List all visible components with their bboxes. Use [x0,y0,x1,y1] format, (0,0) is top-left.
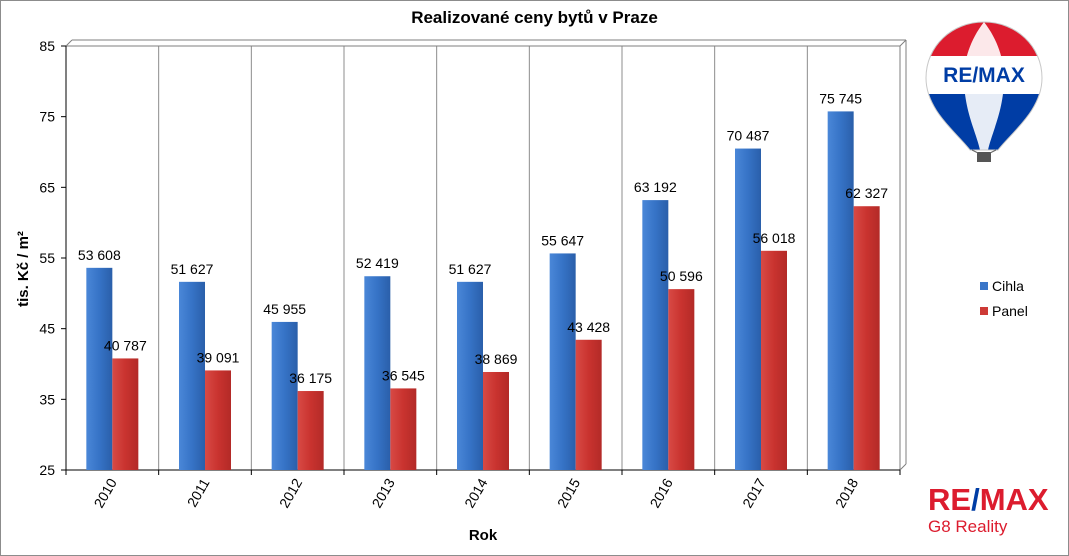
data-label-cihla: 45 955 [263,301,306,317]
y-axis-label: tis. Kč / m² [15,231,32,307]
x-tick-label: 2016 [646,475,676,510]
y-tick-label: 45 [39,321,55,337]
depth-edge-top-left [65,39,73,47]
depth-edge-top-right [899,39,907,47]
data-label-panel: 56 018 [753,230,796,246]
bar-panel-2018 [853,206,880,470]
data-label-panel: 39 091 [197,349,240,365]
depth-edge-bottom-right [899,463,907,471]
bar-panel-2010 [112,358,139,470]
bar-cihla-2016 [642,200,669,470]
legend-swatch-cihla [980,281,988,290]
bar-panel-2016 [668,289,695,470]
y-tick-label: 75 [39,109,55,125]
data-label-cihla: 63 192 [634,179,677,195]
bar-cihla-2011 [179,281,205,470]
legend-item-panel: Panel [980,298,1028,323]
data-label-cihla: 70 487 [727,128,770,144]
legend-label-panel: Panel [992,302,1028,319]
x-tick-label: 2017 [739,475,769,510]
x-tick-label: 2012 [276,475,306,510]
data-label-panel: 36 545 [382,367,425,383]
legend-swatch-panel [980,306,988,315]
chart-title: Realizované ceny bytů v Praze [411,8,658,27]
data-label-panel: 50 596 [660,268,703,284]
data-label-cihla: 55 647 [541,232,584,248]
x-tick-label: 2011 [184,475,213,509]
data-label-panel: 62 327 [845,185,888,201]
bar-panel-2013 [390,388,417,470]
bar-panel-2015 [575,339,602,470]
remax-logo-text: RE/MAX [928,482,1049,517]
remax-balloon-logo: RE/MAX [925,21,1043,162]
y-tick-label: 65 [39,179,55,195]
bar-panel-2012 [297,391,324,470]
remax-brand-block: RE/MAX G8 Reality [928,484,1058,537]
y-tick-label: 85 [39,38,55,54]
data-label-cihla: 51 627 [171,261,214,277]
bar-cihla-2018 [827,111,854,470]
y-tick-label: 25 [39,462,55,478]
x-tick-label: 2014 [461,475,491,510]
legend-item-cihla: Cihla [980,273,1028,298]
legend: Cihla Panel [980,273,1028,323]
bar-cihla-2012 [271,321,298,470]
x-tick-label: 2010 [90,475,120,510]
data-label-cihla: 51 627 [449,261,492,277]
bar-cihla-2010 [86,267,113,470]
x-axis-label: Rok [469,527,498,544]
bar-cihla-2013 [364,276,391,470]
bar-cihla-2015 [549,253,576,470]
data-label-panel: 43 428 [567,319,610,335]
data-label-cihla: 75 745 [819,90,862,106]
data-label-cihla: 52 419 [356,255,399,271]
data-label-panel: 38 869 [475,351,518,367]
data-label-cihla: 53 608 [78,247,121,263]
bar-cihla-2017 [735,148,761,470]
bar-panel-2014 [483,371,509,470]
bar-panel-2011 [205,370,231,470]
legend-label-cihla: Cihla [992,277,1024,294]
y-tick-label: 35 [39,391,55,407]
x-tick-label: 2015 [554,475,584,510]
bar-panel-2017 [761,250,787,470]
company-name: G8 Reality [928,517,1008,536]
bar-cihla-2014 [457,281,483,470]
y-tick-label: 55 [39,250,55,266]
x-tick-label: 2013 [368,475,398,510]
x-tick-label: 2018 [832,475,862,510]
balloon-logo-text: RE/MAX [943,64,1025,87]
data-label-panel: 40 787 [104,337,147,353]
data-label-panel: 36 175 [289,370,332,386]
